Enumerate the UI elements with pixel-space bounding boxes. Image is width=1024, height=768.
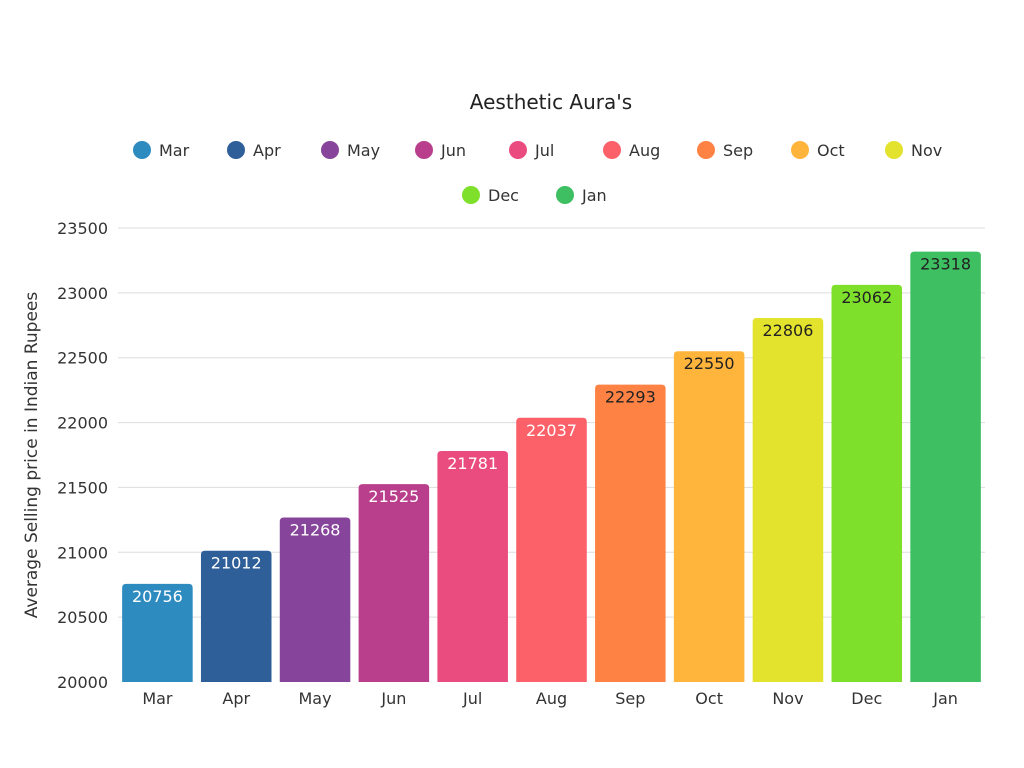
legend-label: Nov [911, 141, 942, 160]
legend-marker [603, 141, 621, 159]
x-tick-label: May [299, 689, 332, 708]
x-tick-label: Dec [851, 689, 882, 708]
bar-data-label: 21012 [211, 554, 262, 573]
bar [673, 351, 745, 682]
legend-item[interactable]: Apr [227, 141, 281, 160]
bars [122, 251, 981, 682]
chart-title: Aesthetic Aura's [470, 90, 632, 114]
x-tick-label: Sep [615, 689, 645, 708]
y-tick-label: 22500 [57, 349, 108, 368]
legend-marker [133, 141, 151, 159]
x-tick-label: Jun [380, 689, 406, 708]
legend-marker [885, 141, 903, 159]
legend-item[interactable]: May [321, 141, 380, 160]
y-axis-ticks: 20000 20500 21000 21500 22000 22500 23000 23500 [57, 219, 108, 692]
legend-item[interactable]: Jan [556, 186, 607, 205]
bar-data-label: 20756 [132, 587, 183, 606]
legend-marker [697, 141, 715, 159]
legend: Mar Apr May Jun Jul Aug Sep Oct Nov Dec Jan [133, 141, 942, 205]
bar [358, 484, 430, 682]
legend-marker [556, 186, 574, 204]
bar [595, 384, 666, 682]
y-tick-label: 20500 [57, 608, 108, 627]
y-tick-label: 20000 [57, 673, 108, 692]
bar-data-label: 21525 [368, 487, 419, 506]
y-axis-label: Average Selling price in Indian Rupees [22, 292, 42, 619]
y-tick-label: 21000 [57, 543, 108, 562]
bar [437, 450, 508, 682]
x-axis-ticks: Mar Apr May Jun Jul Aug Sep Oct Nov Dec Jan [142, 689, 958, 708]
bar-data-labels: 20756 21012 21268 21525 21781 22037 22293 22550… [132, 255, 971, 606]
legend-item[interactable]: Dec [462, 186, 519, 205]
legend-item[interactable]: Nov [885, 141, 942, 160]
bar [910, 251, 981, 682]
x-tick-label: Jul [462, 689, 482, 708]
legend-marker [321, 141, 339, 159]
legend-label: Sep [723, 141, 753, 160]
bar [752, 318, 824, 682]
bar-data-label: 22293 [605, 388, 656, 407]
legend-item[interactable]: Aug [603, 141, 660, 160]
legend-marker [415, 141, 433, 159]
bar-data-label: 22550 [684, 354, 735, 373]
legend-label: May [347, 141, 380, 160]
bar-data-label: 23062 [841, 288, 892, 307]
legend-item[interactable]: Jun [415, 141, 466, 160]
legend-item[interactable]: Oct [791, 141, 845, 160]
legend-item[interactable]: Sep [697, 141, 753, 160]
x-tick-label: Nov [772, 689, 803, 708]
y-tick-label: 23500 [57, 219, 108, 238]
legend-item[interactable]: Jul [509, 141, 554, 160]
x-tick-label: Aug [536, 689, 567, 708]
legend-label: Oct [817, 141, 845, 160]
legend-label: Apr [253, 141, 281, 160]
bar [122, 583, 193, 682]
bar-data-label: 23318 [920, 255, 971, 274]
legend-marker [227, 141, 245, 159]
x-tick-label: Oct [695, 689, 723, 708]
y-tick-label: 22000 [57, 414, 108, 433]
bar [516, 417, 587, 682]
legend-item[interactable]: Mar [133, 141, 190, 160]
legend-marker [509, 141, 527, 159]
legend-marker [462, 186, 480, 204]
bar [200, 550, 272, 682]
bar-data-label: 21781 [447, 454, 498, 473]
legend-label: Jun [440, 141, 466, 160]
legend-label: Mar [159, 141, 190, 160]
x-tick-label: Apr [222, 689, 250, 708]
bar-data-label: 22806 [763, 321, 814, 340]
legend-marker [791, 141, 809, 159]
bar-data-label: 21268 [290, 521, 341, 540]
legend-label: Aug [629, 141, 660, 160]
x-tick-label: Jan [932, 689, 958, 708]
legend-label: Jan [581, 186, 607, 205]
bar [279, 517, 351, 682]
x-tick-label: Mar [142, 689, 173, 708]
y-tick-label: 23000 [57, 284, 108, 303]
y-tick-label: 21500 [57, 478, 108, 497]
legend-label: Dec [488, 186, 519, 205]
legend-label: Jul [534, 141, 554, 160]
bar-data-label: 22037 [526, 421, 577, 440]
bar [831, 284, 903, 682]
